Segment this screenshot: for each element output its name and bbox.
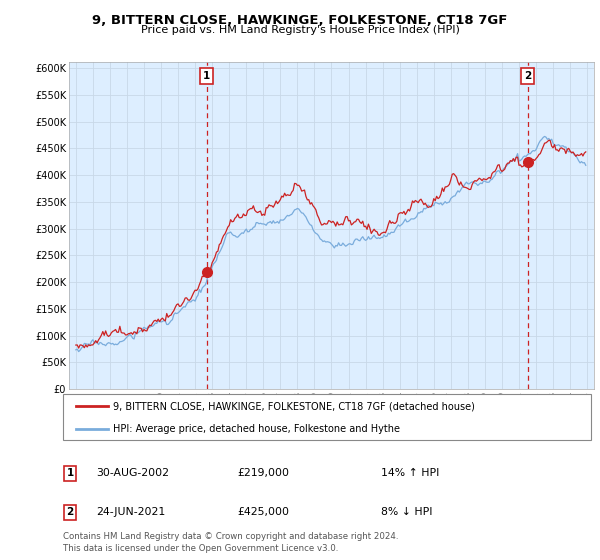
Text: 2: 2 — [67, 507, 74, 517]
Text: 24-JUN-2021: 24-JUN-2021 — [96, 507, 165, 517]
Text: 1: 1 — [67, 468, 74, 478]
Text: 9, BITTERN CLOSE, HAWKINGE, FOLKESTONE, CT18 7GF: 9, BITTERN CLOSE, HAWKINGE, FOLKESTONE, … — [92, 14, 508, 27]
Text: 30-AUG-2002: 30-AUG-2002 — [96, 468, 169, 478]
Text: 2: 2 — [524, 71, 531, 81]
Text: 9, BITTERN CLOSE, HAWKINGE, FOLKESTONE, CT18 7GF (detached house): 9, BITTERN CLOSE, HAWKINGE, FOLKESTONE, … — [113, 401, 475, 411]
Text: 8% ↓ HPI: 8% ↓ HPI — [381, 507, 433, 517]
Text: 1: 1 — [203, 71, 210, 81]
Text: Price paid vs. HM Land Registry's House Price Index (HPI): Price paid vs. HM Land Registry's House … — [140, 25, 460, 35]
Text: Contains HM Land Registry data © Crown copyright and database right 2024.
This d: Contains HM Land Registry data © Crown c… — [63, 533, 398, 553]
Text: 14% ↑ HPI: 14% ↑ HPI — [381, 468, 439, 478]
Text: HPI: Average price, detached house, Folkestone and Hythe: HPI: Average price, detached house, Folk… — [113, 424, 400, 435]
Text: £219,000: £219,000 — [237, 468, 289, 478]
Text: £425,000: £425,000 — [237, 507, 289, 517]
